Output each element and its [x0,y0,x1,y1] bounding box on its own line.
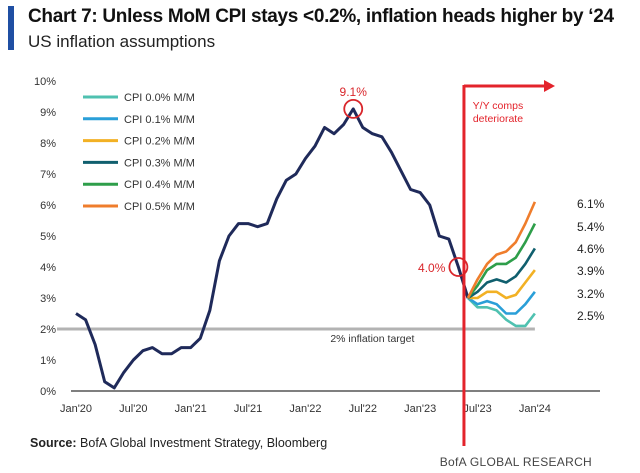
series-end-label: 3.2% [577,287,605,301]
y-tick-label: 7% [40,169,56,181]
x-tick-label: Jul'20 [119,403,147,415]
divider-label-line2: deteriorate [473,113,523,125]
annotation-label: 4.0% [418,261,446,275]
legend-label: CPI 0.2% M/M [124,136,195,148]
annotation-circle [448,257,469,277]
series-end-label: 3.9% [577,264,605,278]
target-label: 2% inflation target [330,333,414,345]
source-note: Source: BofA Global Investment Strategy,… [30,436,327,450]
legend-label: CPI 0.5% M/M [124,201,195,213]
x-tick-label: Jan'22 [289,403,321,415]
projection-line [466,223,537,299]
legend-label: CPI 0.4% M/M [124,179,195,191]
y-tick-label: 1% [40,355,56,367]
x-tick-label: Jul'21 [234,403,262,415]
chart-title: Chart 7: Unless MoM CPI stays <0.2%, inf… [28,6,614,27]
x-tick-label: Jul'22 [349,403,377,415]
x-tick-label: Jan'23 [404,403,436,415]
series-end-label: 2.5% [577,309,605,323]
annotation-label: 9.1% [340,85,368,99]
y-tick-label: 0% [40,386,56,398]
brand-footer: BofA GLOBAL RESEARCH [439,455,592,469]
y-tick-label: 9% [40,107,56,119]
series-end-label: 6.1% [577,197,605,211]
source-text: BofA Global Investment Strategy, Bloombe… [80,436,328,450]
y-tick-label: 4% [40,262,56,274]
y-tick-label: 3% [40,293,56,305]
annotation-circle [343,99,364,119]
arrow-right-icon [544,80,555,92]
series-end-label: 4.6% [577,242,605,256]
y-tick-label: 10% [34,76,56,88]
projection-line [467,247,536,300]
projection-line [466,201,537,299]
legend-label: CPI 0.3% M/M [124,157,195,169]
legend-label: CPI 0.1% M/M [124,114,195,126]
x-tick-label: Jan'24 [519,403,551,415]
projection-line [467,269,536,300]
legend-label: CPI 0.0% M/M [124,92,195,104]
y-tick-label: 5% [40,231,56,243]
x-tick-label: Jul'23 [463,403,491,415]
x-tick-label: Jan'20 [60,403,92,415]
projection-line [467,297,536,328]
source-label: Source: [30,436,77,450]
chart-subtitle: US inflation assumptions [28,32,216,51]
series-end-label: 5.4% [577,220,605,234]
actual-cpi-line [75,107,470,390]
divider-label-line1: Y/Y comps [473,100,524,112]
y-tick-label: 2% [40,324,56,336]
x-tick-label: Jan'21 [175,403,207,415]
y-tick-label: 8% [40,138,56,150]
title-accent-bar [8,6,14,50]
y-tick-label: 6% [40,200,56,212]
projection-line [467,291,536,315]
